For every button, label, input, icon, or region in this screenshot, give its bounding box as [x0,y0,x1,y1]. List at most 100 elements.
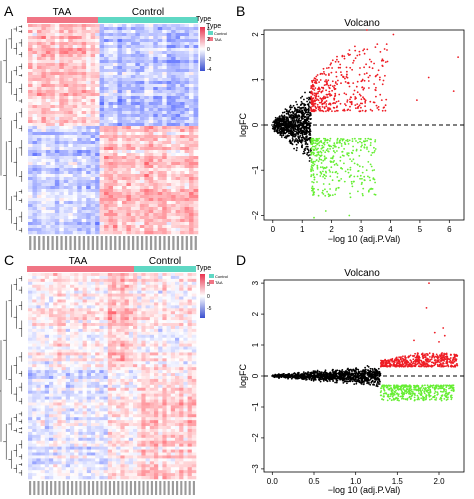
heatA-cell [184,39,190,43]
heatA-cell [130,171,136,175]
heatC-cell [82,320,88,324]
heatC-cell [149,384,155,389]
heatC-cell [191,308,197,312]
heatA-cell [117,123,123,127]
heatA-cell [153,63,159,67]
heatA-cell [193,180,199,184]
heatC-cell [49,290,54,294]
heatA-cell [108,27,114,31]
heatA-cell [135,225,141,229]
heatC-cell [32,378,37,383]
heatC-cell [61,320,67,324]
heatA-cell [162,39,167,43]
heatC-cell [103,323,109,327]
heatA-cell [153,141,159,145]
heatA-cell [108,180,114,184]
heatC-cell [145,373,151,377]
heatA-cell [148,90,154,94]
heatA-cell [108,114,114,118]
heatA-cell [121,174,127,178]
heatC-cell [40,396,46,400]
heatC-cell [103,320,109,324]
heatA-cell [41,48,47,52]
heatC-cell [137,331,142,336]
heatA-cell [95,126,100,130]
heatA-cell [113,84,118,88]
heatC-cell [120,284,125,289]
heatC-cell [74,349,79,353]
heatC-cell [82,290,88,294]
heatA-cell [81,81,87,85]
heatC-cell [191,355,197,359]
heatA-cell [144,63,150,67]
heatA-cell [45,93,51,97]
heatC-cell [154,346,159,350]
heatC-cell [149,346,155,350]
heatA-cell [108,144,114,148]
heatA-cell [113,54,118,58]
heatA-cell [108,45,114,49]
heatC-cell [86,367,92,371]
heatC-cell [166,358,172,362]
heatC-cell [103,393,109,397]
heatA-cell [126,81,132,85]
heatA-cell [72,204,78,208]
heatA-cell [162,93,167,97]
heatA-cell [175,186,181,190]
heatA-cell [50,165,56,169]
heatC-cell [36,296,41,300]
heatC-cell [154,290,159,294]
heatC-cell [86,361,92,365]
heatA-cell [50,210,56,214]
heatC-cell [82,308,88,312]
heatC-cell [65,334,71,339]
heatC-cell [158,364,163,368]
heatC-cell [120,364,125,368]
heatC-cell [149,361,155,365]
heatC-cell [128,293,134,297]
heatA-cell [171,99,176,103]
heatA-cell [171,117,176,121]
heatA-cell [41,24,47,28]
heatA-cell [77,81,82,85]
heatC-cell [191,287,197,291]
heatC-cell [116,290,121,294]
heatC-cell [28,281,33,286]
heatA-cell [81,183,87,187]
heatA-cell [144,204,150,208]
heatA-cell [81,132,87,136]
heatA-cell [184,186,190,190]
heatA-cell [54,219,60,223]
heatA-cell [144,210,150,214]
heatA-cell [184,204,190,208]
heatA-cell [130,69,136,73]
heatC-cell [40,275,46,280]
heatA-cell [139,57,145,61]
heatA-cell [59,39,65,43]
heatA-cell [135,132,141,136]
heatA-cell [153,60,159,64]
heatC-cell [128,378,134,383]
heatA-cell [193,51,199,55]
heatA-cell [104,171,109,175]
heatC-cell [70,399,75,403]
heatA-cell [144,198,150,202]
heatA-cell [130,192,136,196]
heatA-cell [45,192,51,196]
heatA-cell [54,63,60,67]
heatC-cell [175,358,180,362]
heatC-cell [99,387,104,392]
heatA-cell [72,105,78,109]
heatA-cell [117,210,123,214]
heatA-cell [108,90,114,94]
heatA-cell [153,24,159,28]
heatC-cell [70,405,75,409]
heatA-cell [144,162,150,166]
heatC-cell [179,358,184,362]
heatA-cell [32,90,38,94]
heatA-cell [126,198,132,202]
heatA-cell [113,156,118,160]
heatA-cell [72,138,78,142]
heatC-cell [36,284,41,289]
heatC-cell [120,358,125,362]
